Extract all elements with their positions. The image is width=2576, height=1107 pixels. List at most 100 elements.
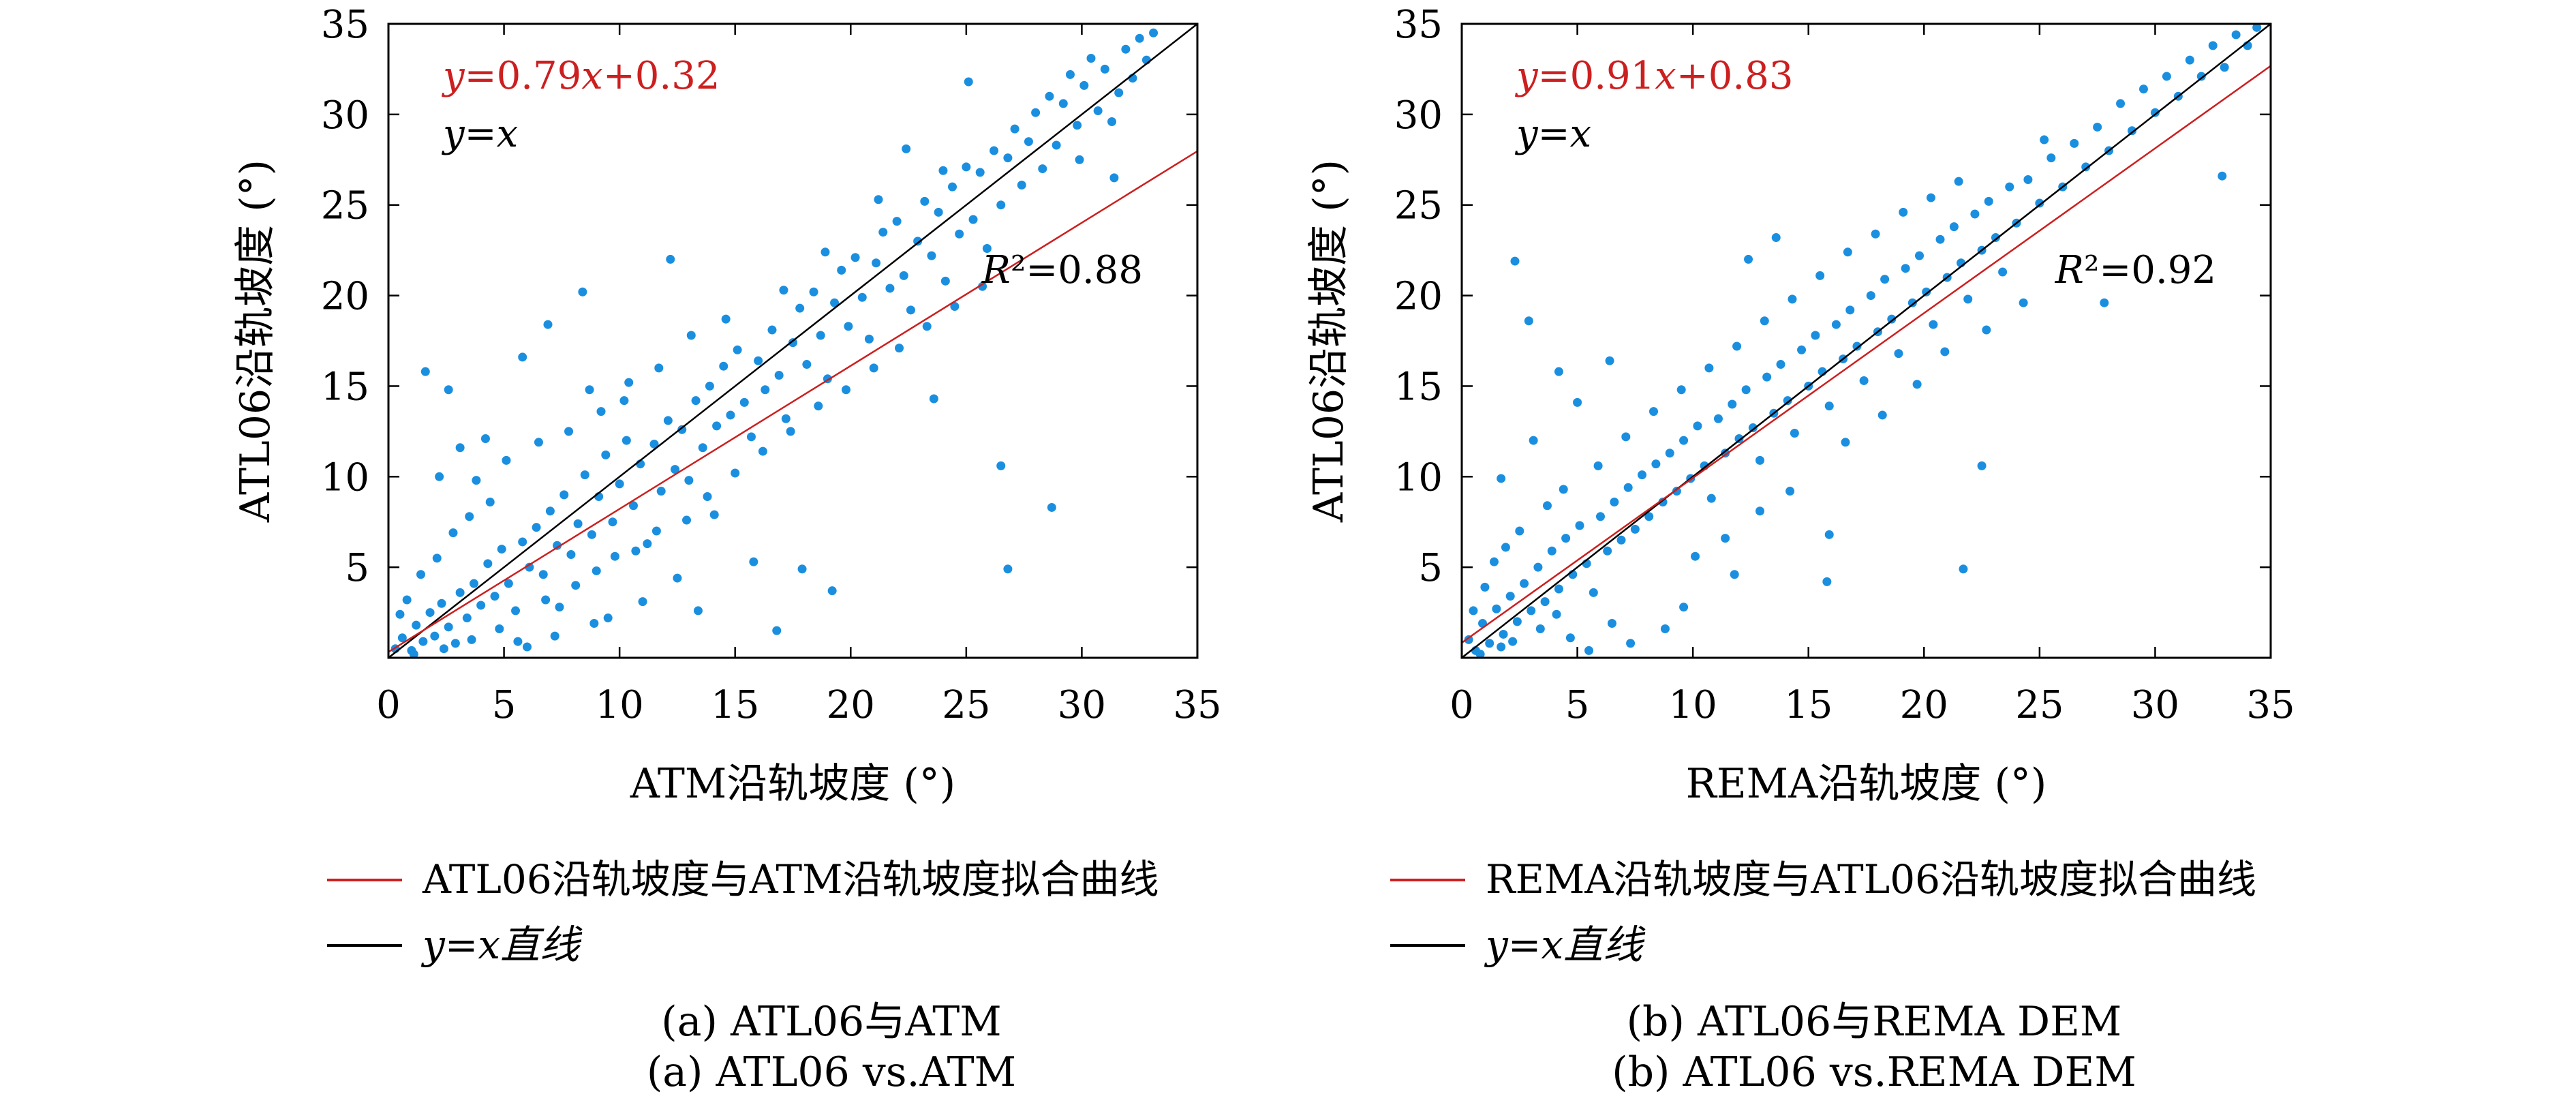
data-point	[532, 523, 541, 532]
fit-equation-label: y=0.79x+0.32	[441, 54, 720, 98]
data-point	[1915, 251, 1925, 260]
data-point	[899, 271, 908, 280]
data-point	[1866, 291, 1875, 301]
caption-b-cn: (b) ATL06与REMA DEM	[1626, 998, 2122, 1046]
data-point	[844, 322, 853, 331]
data-point	[624, 378, 634, 387]
data-point	[705, 381, 714, 391]
data-point	[940, 276, 950, 286]
data-point	[1797, 345, 1807, 354]
caption-b-en: (b) ATL06 vs.REMA DEM	[1612, 1048, 2136, 1096]
data-point	[1621, 432, 1631, 442]
data-point	[497, 545, 506, 554]
data-point	[746, 432, 756, 442]
data-point	[1561, 534, 1571, 543]
caption-a-cn: (a) ATL06与ATM	[661, 998, 1002, 1046]
fit-equation-label-part-1: =0.79	[465, 54, 582, 98]
r-squared-label-part-0: R	[2055, 248, 2084, 292]
data-point	[1760, 316, 1769, 326]
data-point	[821, 247, 830, 257]
data-point	[1824, 401, 1834, 411]
data-point	[578, 287, 587, 297]
identity-line	[1462, 24, 2271, 658]
data-point	[649, 439, 659, 449]
identity-annotation-label: y=x	[1514, 112, 1591, 156]
data-point	[631, 546, 641, 556]
data-point	[1065, 70, 1075, 79]
data-point	[511, 606, 521, 616]
data-point	[955, 229, 964, 239]
data-point	[608, 517, 617, 527]
data-point	[1499, 629, 1508, 639]
data-point	[1843, 247, 1852, 257]
plot-area	[1462, 24, 2271, 658]
data-point	[1017, 180, 1026, 189]
y-tick-label: 30	[1394, 93, 1443, 138]
y-tick-label: 20	[1394, 275, 1443, 319]
data-point	[580, 470, 589, 480]
data-point	[490, 592, 500, 601]
legend-fit-label: ATL06沿轨坡度与ATM沿轨坡度拟合曲线	[423, 856, 1159, 903]
data-point	[1480, 582, 1490, 592]
data-point	[2138, 85, 2148, 94]
y-axis-label: ATL06沿轨坡度 (°)	[232, 160, 279, 523]
plot-area	[388, 24, 1197, 658]
data-point	[1824, 530, 1834, 539]
data-point	[1086, 53, 1096, 63]
data-point	[1788, 294, 1797, 304]
data-point	[726, 410, 735, 420]
data-point	[885, 284, 895, 293]
data-point	[857, 292, 867, 302]
data-point	[922, 322, 932, 331]
y-tick-label: 15	[321, 365, 369, 409]
data-point	[1929, 320, 1938, 329]
data-point	[1603, 546, 1612, 556]
data-point	[719, 361, 729, 371]
data-point	[1573, 397, 1582, 407]
data-point	[1991, 233, 2000, 243]
data-point	[1524, 316, 1533, 326]
identity-annotation-label-part-1: =	[465, 112, 497, 156]
fit-line	[1462, 65, 2271, 643]
data-point	[1540, 597, 1550, 607]
data-point	[1922, 287, 1931, 297]
data-point	[1508, 637, 1518, 646]
r-squared-label-part-1: ²=0.88	[1011, 248, 1143, 292]
y-tick-label: 10	[1394, 455, 1443, 500]
data-point	[1505, 592, 1515, 601]
data-point	[733, 345, 742, 354]
data-point	[1963, 294, 1973, 304]
data-point	[929, 394, 938, 404]
data-point	[1542, 501, 1552, 511]
data-point	[968, 215, 978, 224]
data-point	[2208, 41, 2218, 50]
data-point	[1552, 609, 1561, 619]
data-point	[469, 579, 478, 588]
data-point	[566, 550, 576, 560]
data-point	[850, 253, 860, 262]
data-point	[472, 476, 481, 485]
x-axis-label: ATM沿轨坡度 (°)	[630, 760, 955, 808]
data-point	[1052, 140, 1061, 150]
data-point	[1790, 429, 1799, 438]
data-point	[397, 633, 407, 643]
x-tick-label: 5	[492, 683, 517, 727]
data-point	[1676, 385, 1686, 395]
identity-annotation-label: y=x	[441, 112, 518, 156]
data-point	[1672, 487, 1681, 496]
data-point	[709, 510, 719, 519]
data-point	[864, 334, 874, 344]
x-tick-label: 35	[1173, 683, 1221, 727]
data-point	[1845, 305, 1855, 315]
data-point	[504, 579, 513, 588]
fit-equation-label-part-1: =0.91	[1538, 54, 1655, 98]
data-point	[1589, 588, 1598, 597]
data-point	[1998, 267, 2008, 277]
data-point	[555, 603, 564, 612]
data-point	[1982, 325, 1991, 335]
data-point	[1762, 372, 1772, 382]
data-point	[1038, 164, 1047, 174]
data-point	[1783, 396, 1792, 406]
identity-annotation-label-part-2: x	[497, 112, 519, 156]
data-point	[878, 228, 888, 237]
